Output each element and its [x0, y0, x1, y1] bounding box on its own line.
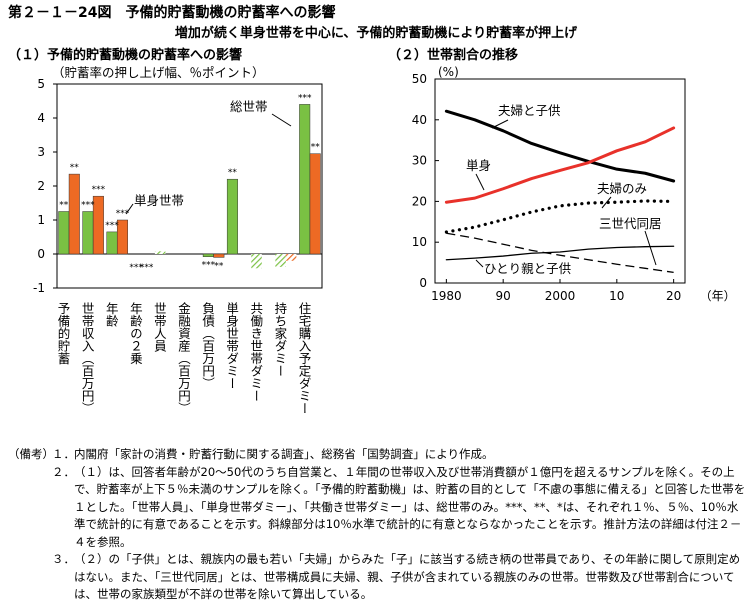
bar	[92, 195, 104, 255]
note-number: ２．	[52, 464, 75, 479]
notes-header: （備考）	[8, 447, 54, 461]
y-tick-label: 4	[37, 111, 45, 125]
series-line	[444, 109, 676, 183]
significance-label: ***	[105, 221, 119, 231]
bar	[213, 253, 225, 258]
bar	[285, 254, 297, 261]
significance-label: ***	[298, 93, 312, 103]
y-tick-label: 1	[37, 213, 45, 227]
series-pointer-couple-only	[601, 196, 612, 209]
series-label-single: 単身	[466, 158, 491, 173]
category-label: 予備的貯蓄	[56, 302, 71, 365]
x-tick-label: 1980	[431, 289, 462, 303]
category-label: 単身世帯ダミー	[224, 302, 239, 390]
series-line	[444, 126, 676, 204]
y-tick-label: 30	[412, 154, 427, 168]
series-pointer-single-parent	[475, 259, 484, 268]
bar	[202, 253, 214, 257]
significance-label: ***	[92, 185, 106, 195]
x-axis-label: （年）	[700, 289, 736, 303]
bar	[299, 104, 311, 255]
significance-label: ***	[116, 209, 130, 219]
y-tick-label: 0	[37, 247, 45, 261]
series-line	[446, 232, 674, 274]
series-label-couple-only: 夫婦のみ	[597, 181, 647, 196]
panel2-title: （２）世帯割合の推移	[388, 48, 519, 63]
y-tick-label: 20	[412, 194, 427, 208]
x-tick-label: 2000	[545, 289, 576, 303]
x-tick-label: 20	[666, 289, 681, 303]
bar	[116, 219, 128, 255]
bar	[275, 254, 286, 267]
category-label: 年齢	[104, 302, 119, 327]
legend-total-households: 総世帯	[230, 99, 268, 114]
bar	[226, 178, 238, 255]
y-tick-label: 0	[419, 276, 427, 290]
significance-label: ***	[81, 201, 95, 211]
chart2-ylabel: (%)	[438, 65, 459, 79]
note-row-1: （備考） １． 内閣府「家計の消費・貯蓄行動に関する調査」、総務省「国勢調査」に…	[8, 446, 748, 464]
category-label: 共働き世帯ダミー	[248, 302, 263, 402]
category-label: 世帯人員	[152, 302, 167, 352]
x-tick-label: 10	[609, 289, 624, 303]
series-pointer-couple-children	[491, 119, 509, 129]
note-number: １．	[52, 447, 75, 461]
category-label: 年齢の２乗	[128, 302, 143, 365]
x-tick-label: 90	[496, 289, 511, 303]
significance-label: **	[228, 168, 238, 178]
chart1-ylabel: （貯蓄率の押し上げ幅、％ポイント）	[52, 65, 265, 80]
significance-label: ***	[140, 263, 154, 273]
legend-single-households: 単身世帯	[134, 193, 184, 208]
series-line	[444, 199, 676, 234]
figure-subtitle: 増加が続く単身世帯を中心に、予備的貯蓄動機により貯蓄率が押上げ	[174, 26, 578, 41]
significance-label: **	[70, 163, 80, 173]
legend-total-pointer	[271, 113, 292, 127]
y-tick-label: 10	[412, 235, 427, 249]
series-pointer-three-generation	[644, 230, 657, 266]
series-label-three-generation: 三世代同居	[599, 216, 662, 231]
series-label-single-parent: ひとり親と子供	[484, 261, 571, 276]
bar	[309, 153, 321, 255]
y-tick-label: 40	[412, 113, 427, 127]
figure-title: 第２－１－24図 予備的貯蓄動機の貯蓄率への影響	[8, 5, 336, 21]
y-tick-label: 5	[37, 77, 45, 91]
significance-label: **	[311, 143, 321, 153]
category-label: 世帯収入（百万円）	[80, 302, 95, 415]
note-text: （２）の「子供」とは、親族内の最も若い「夫婦」からみた「子」に該当する続き柄の世…	[74, 552, 741, 601]
line-chart-household-share: (%) 50 40 30 20 10 0 1980 90 2000 10 20 （年） 夫婦と子供 単…	[412, 65, 736, 303]
category-label: 負債（百万円）	[200, 302, 215, 390]
series-label-couple-children: 夫婦と子供	[498, 103, 561, 118]
significance-label: **	[59, 201, 69, 211]
note-text: 内閣府「家計の消費・貯蓄行動に関する調査」、総務省「国勢調査」により作成。	[74, 447, 494, 461]
series-line	[445, 245, 675, 261]
y-tick-label: 2	[37, 179, 45, 193]
category-label: 持ち家ダミー	[272, 301, 287, 377]
bar	[251, 254, 262, 269]
y-tick-label: 50	[412, 72, 427, 86]
category-label: 金融資産（百万円）	[176, 301, 191, 415]
note-row-3: ３． （２）の「子供」とは、親族内の最も若い「夫婦」からみた「子」に該当する続き…	[8, 551, 748, 604]
note-row-2: ２． （１）は、回答者年齢が20～50代のうち自営業と、１年間の世帯収入及び世帯…	[8, 464, 748, 552]
bar	[154, 251, 166, 254]
note-number: ３．	[52, 552, 75, 566]
notes: （備考） １． 内閣府「家計の消費・貯蓄行動に関する調査」、総務省「国勢調査」に…	[8, 446, 748, 604]
y-tick-label: -1	[33, 281, 45, 295]
y-tick-label: 3	[37, 145, 45, 159]
bar	[58, 211, 70, 255]
panel1-title: （１）予備的貯蓄動機の貯蓄率への影響	[8, 48, 243, 63]
legend-single-pointer	[125, 203, 134, 215]
bar	[68, 173, 80, 255]
note-text: （１）は、回答者年齢が20～50代のうち自営業と、１年間の世帯収入及び世帯消費額…	[74, 464, 746, 549]
series-pointer-single	[475, 173, 485, 191]
significance-label: ***	[202, 261, 216, 271]
bar	[106, 231, 118, 255]
significance-label: **	[214, 261, 224, 271]
category-label: 住宅購入予定ダミー	[296, 302, 311, 415]
significance-label: ***	[129, 263, 143, 273]
bar	[82, 211, 94, 255]
